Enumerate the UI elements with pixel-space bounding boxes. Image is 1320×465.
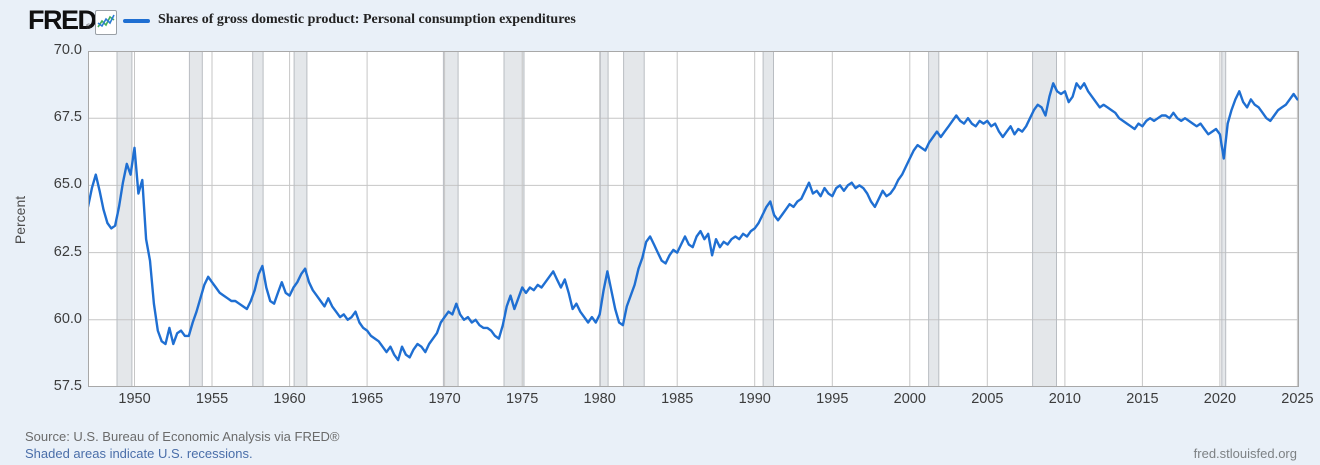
x-tick-label: 1965 (350, 391, 384, 407)
x-tick-label: 1960 (273, 391, 306, 407)
registered-trademark-mark: ® (86, 24, 92, 31)
x-tick-label: 2020 (1203, 391, 1237, 407)
recession-band (252, 51, 264, 387)
x-tick-label: 1985 (661, 391, 694, 407)
x-tick-label: 1970 (428, 391, 461, 407)
x-tick-label: 2005 (971, 391, 1004, 407)
y-axis-title: Percent (12, 195, 28, 245)
recession-note: Shaded areas indicate U.S. recessions. (25, 446, 253, 461)
recession-band (504, 51, 524, 387)
x-tick-label: 2000 (893, 391, 926, 407)
recession-band (928, 51, 939, 387)
recession-band (443, 51, 459, 387)
x-tick-label: 1950 (118, 391, 151, 407)
x-tick-label: 1995 (816, 391, 849, 407)
y-tick-label: 65.0 (53, 176, 82, 193)
x-tick-label: 1990 (738, 391, 771, 407)
y-tick-label: 60.0 (53, 310, 82, 327)
plot-area[interactable] (88, 51, 1299, 387)
y-tick-label: 62.5 (53, 243, 82, 260)
x-tick-label: 1955 (195, 391, 229, 407)
recession-band (1032, 51, 1057, 387)
source-attribution: Source: U.S. Bureau of Economic Analysis… (25, 429, 340, 444)
fred-sparkline-icon[interactable] (95, 10, 117, 35)
x-tick-label: 2025 (1281, 391, 1314, 407)
recession-band (600, 51, 609, 387)
fred-site-link[interactable]: fred.stlouisfed.org (1193, 446, 1297, 461)
series-legend-label: Shares of gross domestic product: Person… (158, 12, 576, 27)
recession-band (294, 51, 307, 387)
y-tick-label: 57.5 (53, 378, 82, 394)
x-tick-label: 2010 (1048, 391, 1081, 407)
y-tick-label: 70.0 (53, 42, 82, 58)
recession-band (189, 51, 203, 387)
x-tick-label: 1975 (506, 391, 539, 407)
recession-band (763, 51, 774, 387)
recession-band (623, 51, 645, 387)
fred-logo[interactable]: FRED (28, 5, 97, 35)
series-line[interactable] (88, 82, 1299, 362)
x-tick-label: 2015 (1126, 391, 1159, 407)
recession-band (1221, 51, 1226, 387)
recession-band (117, 51, 132, 387)
y-tick-label: 67.5 (53, 109, 82, 126)
x-tick-label: 1980 (583, 391, 616, 407)
legend-line-swatch (123, 19, 150, 23)
